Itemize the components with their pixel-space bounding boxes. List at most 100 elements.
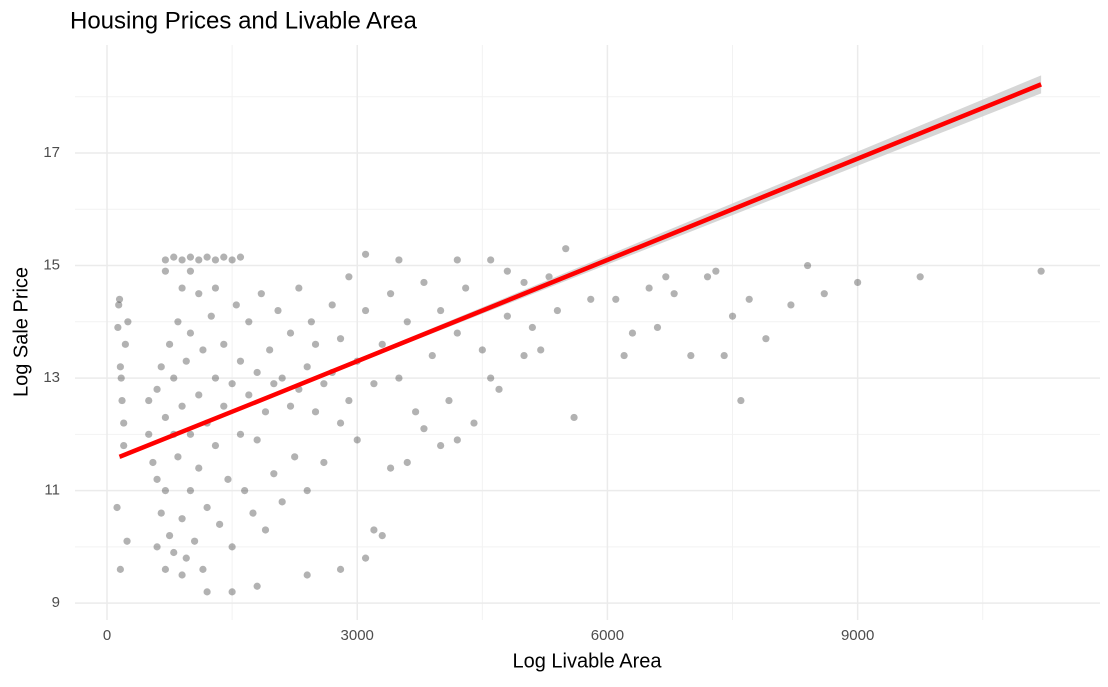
data-point [186,253,195,261]
data-point [211,256,220,264]
data-point [170,548,178,557]
data-point [178,515,186,523]
data-point [211,374,220,382]
data-point [153,385,161,393]
data-point [462,284,470,292]
data-point [336,335,345,343]
data-point [207,312,215,320]
data-point [278,498,286,506]
data-point [395,256,403,264]
data-point [145,396,153,405]
data-point [274,306,282,315]
chart-title: Housing Prices and Livable Area [70,7,418,34]
data-point [178,256,186,264]
data-point [120,419,128,427]
data-point [178,402,186,410]
data-point [320,458,328,467]
data-point [236,430,245,438]
data-point [528,323,536,332]
data-point [428,351,436,360]
data-point [378,340,386,348]
data-point [361,554,370,562]
data-point [224,475,232,483]
data-point [232,301,240,309]
data-point [487,374,495,382]
data-point [587,295,595,303]
data-point [345,273,353,281]
data-point [495,385,503,393]
data-point [115,295,124,303]
data-point [220,402,228,410]
data-point [186,329,195,337]
data-point [361,306,370,315]
data-point [370,526,378,534]
data-point [745,295,753,303]
data-point [320,380,328,388]
data-point [787,301,795,309]
data-point [570,413,578,422]
data-point [437,441,445,450]
data-point [118,396,126,405]
data-point [236,357,245,365]
data-point [307,318,315,326]
data-point [228,380,236,388]
data-point [228,256,236,264]
data-point [182,554,190,562]
y-axis-label: Log Sale Price [10,267,32,397]
data-point [245,391,253,399]
data-point [487,256,495,264]
data-point [545,273,553,281]
data-point [553,306,561,315]
data-point [1037,267,1045,275]
data-point [503,267,511,275]
data-point [236,253,245,261]
data-point [161,486,170,495]
data-point [803,261,812,270]
data-point [503,312,511,320]
data-point [220,340,228,348]
data-point [253,436,261,444]
data-point [121,340,129,348]
y-tick-label: 9 [52,594,60,611]
data-point [178,571,186,579]
data-point [520,278,528,287]
data-point [195,391,203,399]
data-point [386,290,395,298]
data-point [295,284,303,292]
data-point [203,253,211,261]
data-point [712,267,720,275]
data-point [420,278,428,287]
data-point [124,318,132,326]
data-point [437,306,445,315]
data-point [520,351,528,360]
data-point [199,346,207,354]
data-point [123,537,131,545]
data-point [165,532,174,540]
data-point [653,323,662,332]
data-point [253,368,261,377]
data-point [703,273,712,281]
data-point [113,503,121,512]
data-point [562,245,570,253]
data-point [186,430,195,438]
data-point [195,464,203,472]
data-point [174,318,182,326]
data-point [190,537,199,545]
data-point [386,464,395,472]
data-point [253,582,261,590]
data-point [303,571,311,579]
data-point [628,329,637,337]
x-axis-label: Log Livable Area [512,650,662,672]
data-point [620,351,628,360]
data-point [762,335,770,343]
data-point [186,267,195,275]
data-point [662,273,670,281]
data-point [170,253,178,261]
data-point [261,526,270,534]
data-point [203,588,211,596]
data-point [178,284,186,292]
data-point [403,318,411,326]
y-tick-label: 17 [43,144,60,161]
data-point [241,486,249,495]
